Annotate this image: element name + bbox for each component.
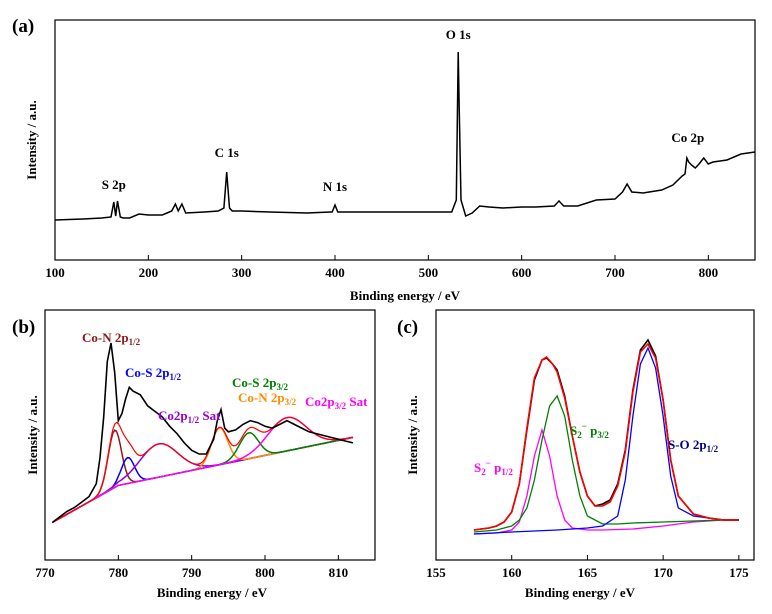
panel-a-peak-label: S 2p [102,177,126,192]
panel-b-label: (b) [12,317,35,338]
panel-c-xtick-label: 170 [653,565,673,580]
panel-a: (a) 100 200 300 400 500 600 700 800 S 2p C 1s N 1… [12,16,756,303]
label-main: Co2p [158,408,188,423]
label-sub: 1/2 [501,467,513,477]
panel-b-ylabel: Intensity / a.u. [25,395,40,474]
panel-b-component-label-6: Co2p3/2 Sat [305,394,368,411]
panel-c-ylabel: Intensity / a.u. [405,395,420,474]
label-sub: 3/2 [597,430,609,440]
panel-a-xtick-label: 300 [232,265,252,280]
panel-a-xtick-label: 800 [699,265,719,280]
panel-c-curves [473,338,739,535]
panel-a-annotations: S 2p C 1s N 1s O 1s Co 2p [102,27,705,194]
label-tail: p [587,423,597,438]
panel-c-label: (c) [397,317,418,338]
panel-b-xticks: 770 780 790 800 810 [35,555,348,580]
panel-c-curve-s2-p1-2 [473,427,739,535]
label-sub: 1/2 [188,415,200,425]
panel-b-component-label-2: Co-S 2p1/2 [125,365,181,382]
panel-b-frame [44,309,376,561]
label-sub: 1/2 [707,444,719,454]
panel-a-xticks: 100 200 300 400 500 600 700 800 [45,255,718,280]
panel-a-frame [54,19,756,261]
panel-a-xtick-label: 200 [139,265,159,280]
panel-c-component-label-2: S2− p3/2 [570,421,609,440]
label-sub: 3/2 [276,382,288,392]
label-sub: 3/2 [335,401,347,411]
panel-b-xtick-label: 780 [109,565,129,580]
panel-a-peak-label: O 1s [446,27,471,42]
panel-b-envelope [52,416,354,523]
panel-b-component-label-1: Co-N 2p1/2 [82,330,141,347]
panel-b-xtick-label: 790 [182,565,202,580]
panel-c: (c) 155 160 165 170 175 S2− p1/2S2− p3/2S-O … [397,309,755,600]
panel-a-xtick-label: 600 [512,265,532,280]
panel-b-experimental-line [51,342,354,524]
label-suffix: Sat [346,394,368,409]
panel-a-peak-label: Co 2p [671,130,704,145]
panel-c-xtick-label: 160 [502,565,522,580]
label-sup-charge: − [582,421,587,431]
label-sub: 1/2 [169,372,181,382]
panel-b-xlabel: Binding energy / eV [157,585,268,600]
panel-b-component-6 [51,416,354,524]
panel-a-survey-line [54,51,756,221]
label-sub: 1/2 [129,337,141,347]
label-main: Co-N 2p [82,330,129,345]
panel-a-xlabel: Binding energy / eV [350,288,461,303]
label-main: Co-S 2p [125,365,169,380]
panel-c-xlabel: Binding energy / eV [525,585,636,600]
panel-c-curve-s2-p3-2 [473,394,739,533]
panel-a-xtick-label: 700 [605,265,625,280]
label-main: Co-S 2p [232,375,276,390]
panel-b-component-label-3: Co2p1/2 Sat [158,408,221,425]
label-main: Co-N 2p [238,390,285,405]
panel-b-xtick-label: 810 [329,565,349,580]
label-main: Co2p [305,394,335,409]
panel-b-xtick-label: 770 [35,565,55,580]
panel-b-xtick-label: 800 [255,565,275,580]
panel-c-xtick-label: 165 [578,565,598,580]
label-tail: p [491,460,501,475]
panel-c-xtick-label: 155 [426,565,446,580]
panel-a-xtick-label: 400 [325,265,345,280]
panel-c-legend-labels: S2− p1/2S2− p3/2S-O 2p1/2 [474,421,719,477]
panel-c-frame [435,309,755,561]
panel-c-curve-envelope [473,342,739,531]
panel-b: (b) 770 780 790 800 810 Co-N 2p1/2Co-S 2p1/2… [12,309,376,600]
label-main: S [474,460,481,475]
panel-b-component-label-4: Co-N 2p3/2 [238,390,297,407]
panel-c-xtick-label: 175 [729,565,749,580]
label-sup-charge: − [486,458,491,468]
panel-a-xtick-label: 100 [45,265,65,280]
panel-a-ylabel: Intensity / a.u. [24,100,39,179]
panel-c-component-label-3: S-O 2p1/2 [668,437,719,454]
label-main: S-O 2p [668,437,707,452]
panel-a-peak-label: C 1s [215,145,239,160]
panel-a-label: (a) [12,16,34,37]
panel-a-peak-label: N 1s [323,179,347,194]
label-sub-2: 2 [481,467,486,477]
panel-b-component-label-5: Co-S 2p3/2 [232,375,288,392]
panel-c-component-label-1: S2− p1/2 [474,458,513,477]
panel-b-curves [51,342,354,524]
panel-c-curve-s-o-2p1-2 [473,346,739,535]
label-sub: 3/2 [285,397,297,407]
panel-a-xtick-label: 500 [419,265,439,280]
panel-c-xticks: 155 160 165 170 175 [426,555,749,580]
label-suffix: Sat [199,408,221,423]
label-main: S [570,423,577,438]
label-sub-2: 2 [577,430,582,440]
